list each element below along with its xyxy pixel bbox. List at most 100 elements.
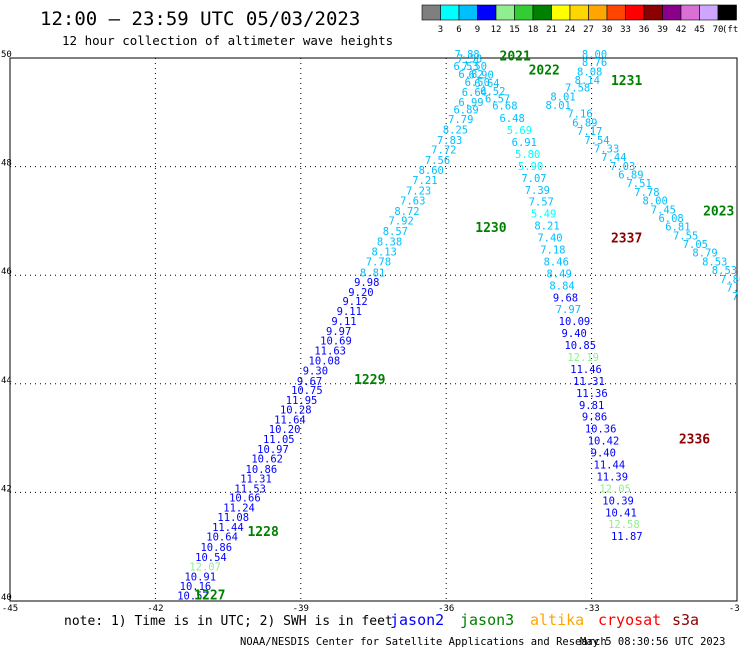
wave-height-value: 10.62 — [251, 454, 283, 466]
wave-height-value: 6.64 — [462, 87, 487, 99]
colorbar-unit: (ft) — [722, 25, 740, 35]
wave-height-value: 7.88 — [454, 49, 479, 61]
wave-height-value: 12.19 — [567, 352, 599, 364]
track-time-labels: 1227 1228 1229 1230 1231 2021 2337 2336 2022 2023 — [194, 50, 734, 604]
wave-height-value: 6.57 — [485, 94, 510, 106]
wave-height-value: 7.39 — [525, 185, 550, 197]
wave-height-value: 6.91 — [512, 137, 537, 149]
wave-height-value: 8.13 — [372, 247, 397, 259]
y-tick-label: 42 — [1, 484, 12, 494]
wave-height-value: 9.11 — [337, 306, 362, 318]
colorbar-label: 24 — [565, 25, 576, 35]
wave-height-value: 6.08 — [658, 213, 683, 225]
x-tick-label: -30 — [729, 604, 740, 614]
wave-height-value: 11.46 — [570, 364, 602, 376]
time-label: 2337 — [611, 232, 642, 247]
colorbar-swatch — [421, 4, 441, 21]
time-label: 2022 — [529, 63, 560, 78]
colorbar-label: 39 — [657, 25, 668, 35]
wave-height-value: 8.14 — [575, 75, 600, 87]
wave-height-value: 10.66 — [229, 493, 261, 505]
wave-height-value: 7.63 — [400, 196, 425, 208]
colorbar-label: 36 — [639, 25, 650, 35]
wave-height-value: 5.80 — [515, 149, 540, 161]
legend-jason2: jason2 — [390, 611, 444, 629]
legend-s3a: s3a — [672, 611, 699, 629]
time-label: 1230 — [475, 221, 506, 236]
x-tick-label: -42 — [147, 604, 163, 614]
wave-height-value: 6.90 — [468, 70, 493, 82]
colorbar-label: 33 — [620, 25, 631, 35]
wave-height-value: 8.25 — [443, 124, 468, 136]
time-label: 2336 — [679, 433, 710, 448]
footer-credit: NOAA/NESDIS Center for Satellite Applica… — [240, 636, 607, 648]
y-tick-label: 44 — [1, 376, 12, 386]
colorbar-label: 6 — [456, 25, 461, 35]
wave-height-value: 7.23 — [726, 282, 740, 294]
wave-height-value: 10.41 — [605, 507, 637, 519]
wave-height-value: 7.58 — [457, 53, 482, 65]
colorbar-label: 3 — [438, 25, 443, 35]
wave-height-value: 10.69 — [320, 336, 352, 348]
wave-height-value: 7.17 — [577, 126, 602, 138]
wave-height-value: 7.44 — [601, 152, 626, 164]
colorbar-swatch — [551, 4, 571, 21]
wave-height-value: 5.90 — [518, 161, 543, 173]
wave-height-value: 8.81 — [360, 267, 385, 279]
wave-height-value: 10.16 — [180, 581, 212, 593]
wave-height-value: 7.57 — [529, 197, 554, 209]
time-label: 1231 — [611, 74, 642, 89]
wave-height-value: 11.44 — [212, 522, 244, 534]
colorbar-swatch — [477, 4, 497, 21]
plot-frame — [9, 57, 738, 602]
wave-height-value: 12.07 — [189, 562, 221, 574]
wave-height-value: 6.64 — [474, 78, 499, 90]
wave-height-value: 9.40 — [591, 448, 616, 460]
time-label: 2023 — [703, 204, 734, 219]
wave-height-value: 11.31 — [240, 474, 272, 486]
colorbar-swatch — [458, 4, 478, 21]
wave-height-value: 7.03 — [610, 161, 635, 173]
wave-height-value: 9.68 — [553, 292, 578, 304]
wave-height-value: 10.64 — [206, 532, 238, 544]
wave-height-value: 12.05 — [599, 483, 631, 495]
wave-height-value: 11.39 — [596, 471, 628, 483]
wave-height-value: 7.78 — [366, 256, 391, 268]
colorbar-swatch — [717, 4, 737, 21]
wave-height-value: 6.82 — [458, 69, 483, 81]
colorbar-label: 45 — [694, 25, 705, 35]
wave-height-value: 7.05 — [683, 239, 708, 251]
x-tick-label: -33 — [583, 604, 599, 614]
wave-height-value: 6.89 — [453, 104, 478, 116]
wave-height-value: 10.75 — [291, 385, 323, 397]
colorbar-swatch — [495, 4, 515, 21]
wave-height-value: 10.85 — [564, 340, 596, 352]
wave-height-value: 10.97 — [257, 444, 289, 456]
wave-height-value: 11.64 — [274, 414, 306, 426]
wave-height-value: 7.80 — [720, 274, 740, 286]
wave-height-value: 11.44 — [594, 460, 626, 472]
wave-height-value: 6.68 — [492, 101, 517, 113]
wave-height-value: 11.87 — [611, 531, 643, 543]
wave-height-value: 7.58 — [565, 83, 590, 95]
colorbar-label: 18 — [528, 25, 539, 35]
wave-height-value: 9.40 — [562, 328, 587, 340]
wave-height-value: 10.86 — [246, 464, 278, 476]
colorbar-swatch — [569, 4, 589, 21]
y-tick-label: 50 — [1, 50, 12, 60]
wave-height-value: 8.84 — [549, 280, 574, 292]
wave-height-value: 8.38 — [377, 236, 402, 248]
wave-height-value: 7.77 — [732, 291, 740, 303]
wave-height-value: 10.42 — [588, 436, 620, 448]
satellite-legend: jason2 jason3 altika cryosat s3a — [390, 611, 699, 629]
wave-height-value: 7.92 — [389, 216, 414, 228]
wave-height-value: 7.40 — [537, 233, 562, 245]
x-tick-label: -36 — [438, 604, 454, 614]
wave-height-value: 8.53 — [702, 256, 727, 268]
colorbar-swatch — [643, 4, 663, 21]
wave-height-value: 10.86 — [200, 542, 232, 554]
colorbar-swatch — [662, 4, 682, 21]
wave-height-value: 7.21 — [412, 175, 437, 187]
wave-height-value: 7.55 — [673, 230, 698, 242]
wave-height-value: 8.01 — [550, 91, 575, 103]
